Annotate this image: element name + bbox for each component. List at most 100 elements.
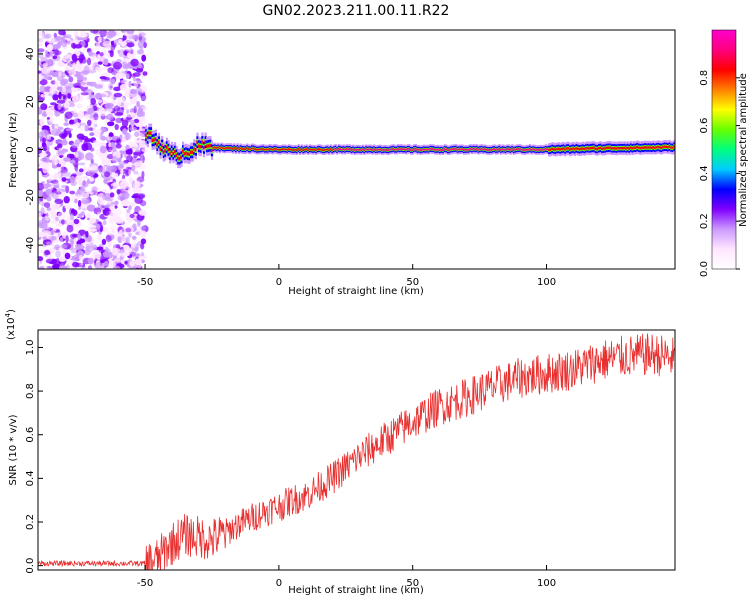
heatmap-cell: [101, 238, 107, 245]
heatmap-cell: [61, 177, 67, 182]
y-tick-label: 40: [25, 48, 36, 61]
heatmap-cell: [443, 148, 446, 150]
heatmap-cell: [134, 131, 140, 137]
heatmap-cell: [361, 148, 365, 151]
heatmap-cell: [125, 149, 133, 155]
heatmap-cell: [74, 118, 78, 124]
snr-y-axis-label: SNR (10 * v/v): [8, 414, 19, 485]
heatmap-cell: [40, 207, 45, 215]
heatmap-cell: [198, 144, 201, 148]
heatmap-cell: [397, 148, 400, 150]
heatmap-cell: [447, 149, 450, 152]
heatmap-cell: [63, 157, 71, 162]
heatmap-cell: [85, 111, 90, 115]
heatmap-cell: [73, 87, 82, 92]
heatmap-cell: [321, 149, 324, 151]
heatmap-cell: [103, 158, 109, 164]
heatmap-cell: [86, 235, 92, 243]
heatmap-cell: [87, 50, 94, 56]
heatmap-cell: [556, 147, 559, 151]
heatmap-cell: [88, 222, 93, 226]
heatmap-cell: [278, 148, 281, 151]
heatmap-cell: [102, 193, 107, 201]
heatmap-cell: [41, 141, 47, 148]
heatmap-cell: [525, 148, 528, 151]
heatmap-cell: [50, 203, 58, 211]
heatmap-cell: [593, 146, 596, 149]
heatmap-cell: [39, 222, 48, 229]
heatmap-cell: [589, 147, 593, 150]
heatmap-cell: [69, 213, 75, 221]
heatmap-cell: [673, 145, 675, 148]
heatmap-cell: [124, 260, 128, 265]
heatmap-cell: [212, 147, 215, 149]
heatmap-cell: [140, 238, 147, 245]
heatmap-cell: [532, 148, 535, 151]
heatmap-cell: [79, 54, 85, 61]
heatmap-cell: [294, 148, 297, 151]
heatmap-cell: [609, 146, 612, 149]
heatmap-cell: [51, 128, 60, 137]
heatmap-cell: [48, 118, 54, 123]
heatmap-cell: [512, 149, 515, 151]
heatmap-cell: [137, 49, 144, 55]
heatmap-cell: [149, 131, 153, 135]
heatmap-cell: [102, 40, 111, 47]
heatmap-cell: [94, 45, 100, 51]
heatmap-cell: [206, 144, 209, 148]
heatmap-cell: [42, 236, 47, 240]
heatmap-cell: [104, 246, 109, 253]
heatmap-cell: [472, 148, 475, 150]
heatmap-cell: [77, 144, 82, 152]
heatmap-cell: [122, 168, 127, 174]
heatmap-cell: [177, 156, 180, 161]
heatmap-cell: [405, 148, 408, 151]
heatmap-cell: [249, 148, 252, 151]
heatmap-cell: [109, 216, 115, 223]
heatmap-cell: [315, 149, 318, 151]
heatmap-cell: [395, 148, 398, 151]
heatmap-cell: [38, 199, 41, 205]
heatmap-cell: [251, 147, 254, 150]
heatmap-cell: [337, 148, 340, 150]
heatmap-cell: [516, 148, 519, 150]
heatmap-cell: [463, 149, 466, 151]
heatmap-cell: [64, 66, 71, 71]
heatmap-cell: [66, 216, 71, 225]
heatmap-cell: [207, 144, 210, 148]
heatmap-cell: [360, 149, 363, 151]
heatmap-cell: [517, 148, 520, 150]
snr-frame: [37, 329, 676, 571]
heatmap-cell: [299, 149, 302, 151]
heatmap-cell: [658, 146, 662, 149]
heatmap-cell: [92, 139, 100, 148]
heatmap-cell: [174, 150, 177, 154]
heatmap-cell: [96, 234, 102, 241]
heatmap-cell: [77, 37, 84, 41]
heatmap-cell: [620, 147, 623, 150]
heatmap-cell: [236, 147, 239, 149]
heatmap-cell: [63, 100, 70, 109]
heatmap-cell: [357, 148, 360, 151]
heatmap-cell: [38, 70, 42, 74]
heatmap-cell: [48, 111, 54, 118]
heatmap-cell: [81, 70, 90, 74]
heatmap-cell: [55, 216, 59, 222]
heatmap-cell: [45, 258, 54, 264]
heatmap-cell: [88, 228, 98, 232]
heatmap-cell: [154, 137, 157, 141]
heatmap-cell: [156, 143, 159, 147]
heatmap-cell: [96, 128, 103, 134]
heatmap-cell: [126, 101, 133, 106]
heatmap-cell: [97, 211, 101, 216]
heatmap-cell: [75, 226, 79, 233]
heatmap-cell: [254, 148, 257, 150]
heatmap-cell: [350, 149, 353, 151]
heatmap-cell: [244, 148, 247, 151]
heatmap-cell: [86, 57, 92, 66]
heatmap-cell: [453, 148, 456, 150]
heatmap-cell: [120, 199, 130, 207]
heatmap-cell: [124, 50, 128, 56]
heatmap-cell: [231, 148, 234, 150]
heatmap-cell: [406, 148, 409, 150]
